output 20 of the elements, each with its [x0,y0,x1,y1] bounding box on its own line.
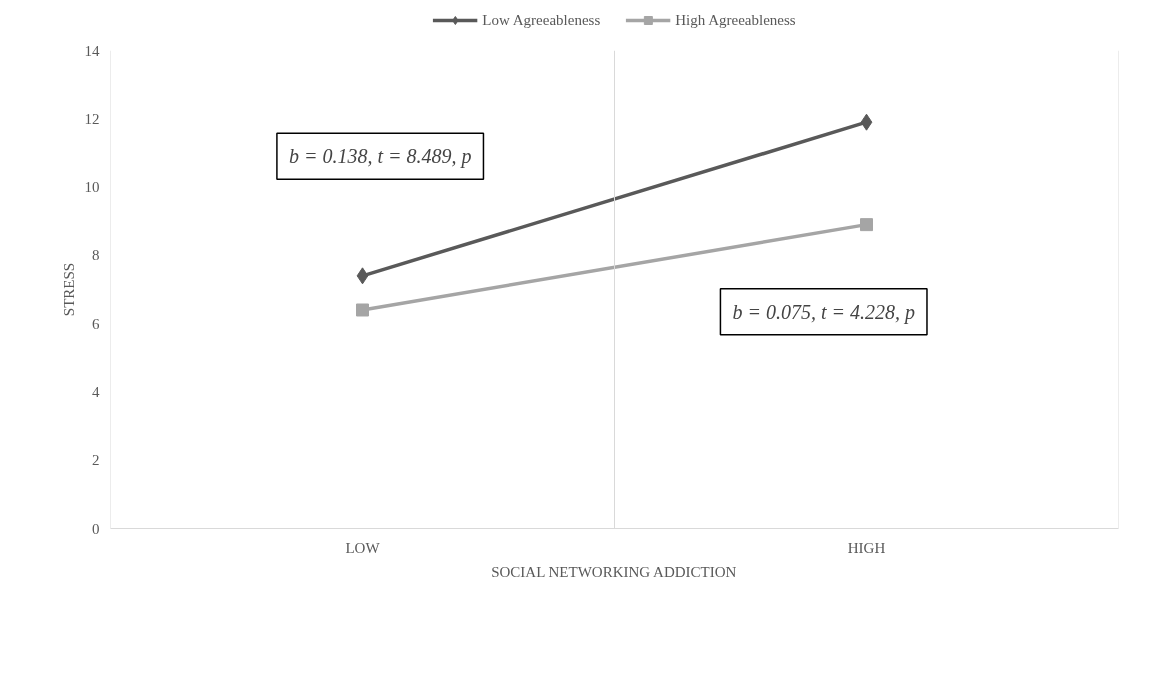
point [860,218,873,232]
y-tick-label: 8 [92,247,100,264]
annotation: b = 0.138, t = 8.489, p [288,145,472,169]
y-tick-label: 6 [92,315,100,332]
legend-label: High Agreeableness [675,11,796,29]
y-tick-label: 4 [92,383,100,400]
point [356,267,369,285]
x-axis-title: SOCIAL NETWORKING ADDICTION [491,563,737,580]
point [356,303,369,317]
y-tick-label: 12 [84,110,100,127]
x-tick-label: HIGH [847,539,886,556]
legend-label: Low Agreeableness [482,11,601,29]
y-tick-label: 10 [84,179,100,196]
annotation: b = 0.075, t = 4.228, p [732,300,915,324]
point [860,113,873,131]
y-axis-title: STRESS [60,262,77,317]
y-tick-label: 0 [92,520,100,537]
y-tick-label: 2 [92,452,100,469]
x-tick-label: LOW [345,539,381,556]
y-tick-label: 14 [84,42,100,59]
